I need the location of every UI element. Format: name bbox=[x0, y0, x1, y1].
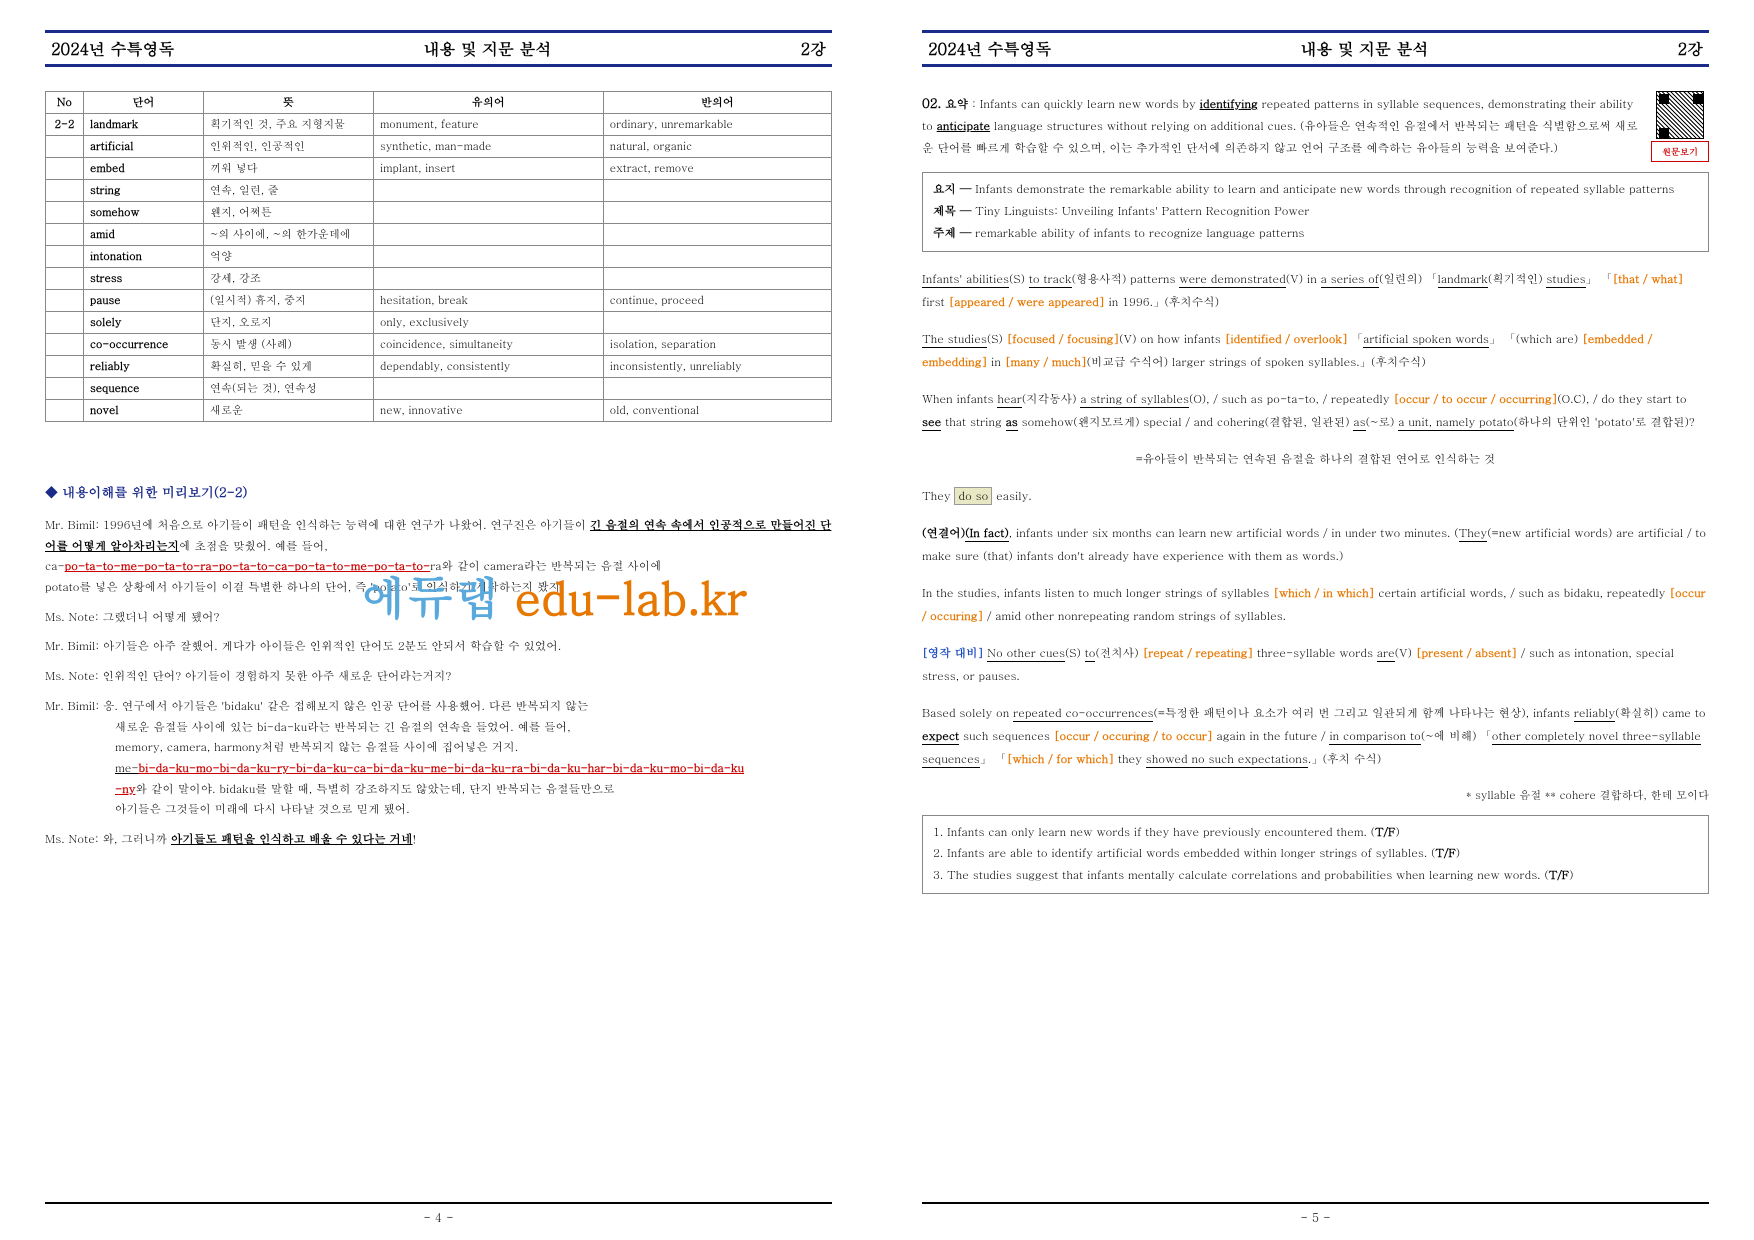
choice-bracket: [appeared / were appeared] bbox=[949, 294, 1105, 310]
keyword: identifying bbox=[1200, 96, 1258, 112]
footer-rule bbox=[922, 1202, 1709, 1204]
table-row: stress강세, 강조 bbox=[46, 268, 832, 290]
header-center: 내용 및 지문 분석 bbox=[423, 37, 551, 60]
dialogue-line: Ms. Note: 그랬더니 어떻게 됐어? bbox=[45, 607, 832, 628]
syllable-sequence: bi-da-ku-mo-bi-da-ku-ry-bi-da-ku-ca-bi-d… bbox=[139, 760, 745, 776]
tf-questions: 1. Infants can only learn new words if t… bbox=[922, 815, 1709, 895]
page-number: - 5 - bbox=[877, 1209, 1754, 1226]
dialogue-line: Mr. Bimil: 응. 연구에서 아기들은 'bidaku' 같은 접해보지… bbox=[45, 696, 832, 820]
analysis-sentence: Infants' abilities(S) to track(형용사적) pat… bbox=[922, 268, 1709, 314]
analysis-sentence: They do so easily. bbox=[922, 485, 1709, 508]
analysis-sentence: In the studies, infants listen to much l… bbox=[922, 582, 1709, 628]
choice-bracket: [occur / to occur / occurring] bbox=[1393, 391, 1557, 407]
gist-box: 요지 — Infants demonstrate the remarkable … bbox=[922, 172, 1709, 252]
header-center: 내용 및 지문 분석 bbox=[1300, 37, 1428, 60]
tf-item: 2. Infants are able to identify artifici… bbox=[933, 843, 1698, 865]
keyword: anticipate bbox=[937, 118, 990, 134]
page-header: 2024년 수특영독 내용 및 지문 분석 2강 bbox=[922, 30, 1709, 67]
question-number: 02. bbox=[922, 93, 941, 112]
page-number: - 4 - bbox=[0, 1209, 877, 1226]
page-header: 2024년 수특영독 내용 및 지문 분석 2강 bbox=[45, 30, 832, 67]
analysis-sentence: (연결어)(In fact), infants under six months… bbox=[922, 522, 1709, 568]
tf-item: 3. The studies suggest that infants ment… bbox=[933, 865, 1698, 887]
table-row: string연속, 일련, 줄 bbox=[46, 180, 832, 202]
preview-title: ◆ 내용이해를 위한 미리보기(2-2) bbox=[45, 482, 832, 501]
table-row: somehow왠지, 어쩌튼 bbox=[46, 202, 832, 224]
choice-bracket: [which / in which] bbox=[1273, 585, 1374, 601]
summary-section: 원문보기 02. 요약 : Infants can quickly learn … bbox=[922, 91, 1709, 162]
dialogue-line: Mr. Bimil: 1996년에 처음으로 아기들이 패턴을 인식하는 능력에… bbox=[45, 515, 832, 598]
footnote: * syllable 음절 ** cohere 결합하다, 한데 모이다 bbox=[922, 785, 1709, 807]
table-row: pause(일시적) 휴지, 중지hesitation, breakcontin… bbox=[46, 290, 832, 312]
col-antonym: 반의어 bbox=[603, 92, 831, 114]
table-row: solely단지, 오로지only, exclusively bbox=[46, 312, 832, 334]
table-row: embed끼워 넣다implant, insertextract, remove bbox=[46, 158, 832, 180]
header-left: 2024년 수특영독 bbox=[928, 37, 1051, 60]
choice-bracket: [which / for which] bbox=[1007, 751, 1114, 767]
page-left: 2024년 수특영독 내용 및 지문 분석 2강 No 단어 뜻 유의어 반의어… bbox=[0, 0, 877, 1240]
footer-rule bbox=[45, 1202, 832, 1204]
header-right: 2강 bbox=[1677, 37, 1703, 60]
choice-bracket: [focused / focusing] bbox=[1007, 331, 1120, 347]
syllable-sequence: po-ta-to-me-po-ta-to-ra-po-ta-to-ca-po-t… bbox=[65, 558, 431, 574]
table-row: artificial인위적인, 인공적인synthetic, man-maden… bbox=[46, 136, 832, 158]
analysis-sentence: When infants hear(지각동사) a string of syll… bbox=[922, 388, 1709, 434]
analysis-sentence: [영작 대비] No other cues(S) to(전치사) [repeat… bbox=[922, 642, 1709, 688]
table-row: 2-2landmark획기적인 것, 주요 지형지물monument, feat… bbox=[46, 114, 832, 136]
header-left: 2024년 수특영독 bbox=[51, 37, 174, 60]
choice-bracket: [many / much] bbox=[1005, 354, 1087, 370]
choice-bracket: [occur / occuring / to occur] bbox=[1054, 728, 1213, 744]
qr-label: 원문보기 bbox=[1651, 141, 1709, 162]
vocab-table: No 단어 뜻 유의어 반의어 2-2landmark획기적인 것, 주요 지형… bbox=[45, 91, 832, 422]
translation-note: =유아들이 반복되는 연속된 음절을 하나의 결합된 연어로 인식하는 것 bbox=[922, 448, 1709, 471]
table-row: intonation억양 bbox=[46, 246, 832, 268]
dialogue-line: Ms. Note: 인위적인 단어? 아기들이 경험하지 못한 아주 새로운 단… bbox=[45, 666, 832, 687]
col-no: No bbox=[46, 92, 84, 114]
dialogue-line: Ms. Note: 와, 그러니까 아기들도 패턴을 인식하고 배울 수 있다는… bbox=[45, 829, 832, 850]
dialogue: Mr. Bimil: 1996년에 처음으로 아기들이 패턴을 인식하는 능력에… bbox=[45, 515, 832, 850]
choice-bracket: [identified / overlook] bbox=[1225, 331, 1348, 347]
col-word: 단어 bbox=[84, 92, 204, 114]
analysis-sentence: Based solely on repeated co-occurrences(… bbox=[922, 702, 1709, 771]
table-row: sequence연속(되는 것), 연속성 bbox=[46, 378, 832, 400]
key-phrase: 아기들도 패턴을 인식하고 배울 수 있다는 거네 bbox=[171, 831, 412, 847]
analysis-sentence: The studies(S) [focused / focusing](V) o… bbox=[922, 328, 1709, 374]
table-row: co-occurrence동시 발생 (사례)coincidence, simu… bbox=[46, 334, 832, 356]
table-row: amid~의 사이에, ~의 한가운데에 bbox=[46, 224, 832, 246]
table-row: reliably확실히, 믿을 수 있게dependably, consiste… bbox=[46, 356, 832, 378]
choice-bracket: [present / absent] bbox=[1416, 645, 1517, 661]
table-row: novel새로운new, innovativeold, conventional bbox=[46, 400, 832, 422]
choice-bracket: [that / what] bbox=[1612, 271, 1683, 287]
choice-bracket: [repeat / repeating] bbox=[1142, 645, 1253, 661]
page-right: 2024년 수특영독 내용 및 지문 분석 2강 원문보기 02. 요약 : I… bbox=[877, 0, 1754, 1240]
analysis-body: Infants' abilities(S) to track(형용사적) pat… bbox=[922, 268, 1709, 807]
dialogue-line: Mr. Bimil: 아기들은 아주 잘했어. 게다가 아이들은 인위적인 단어… bbox=[45, 636, 832, 657]
qr-icon bbox=[1656, 91, 1704, 139]
col-meaning: 뜻 bbox=[204, 92, 374, 114]
qr-block: 원문보기 bbox=[1651, 91, 1709, 162]
tf-item: 1. Infants can only learn new words if t… bbox=[933, 822, 1698, 844]
header-right: 2강 bbox=[800, 37, 826, 60]
col-synonym: 유의어 bbox=[374, 92, 604, 114]
